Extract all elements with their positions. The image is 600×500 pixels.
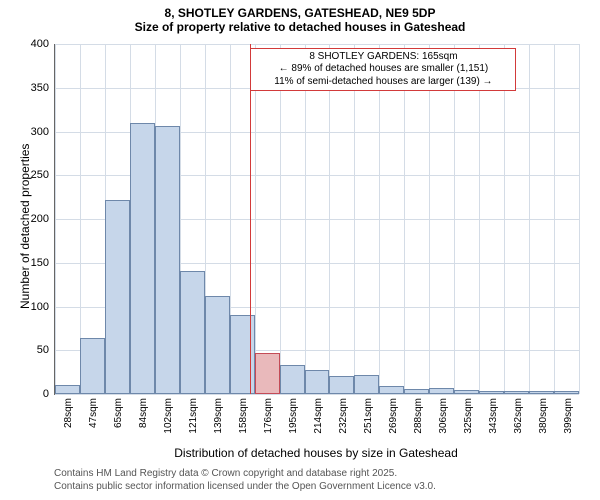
- gridline-v: [529, 44, 530, 394]
- gridline-h: [55, 44, 579, 45]
- gridline-v: [579, 44, 580, 394]
- annotation-line: ← 89% of detached houses are smaller (1,…: [257, 63, 509, 76]
- x-axis-label: Distribution of detached houses by size …: [54, 446, 578, 460]
- bar: [479, 391, 504, 395]
- bar: [329, 376, 354, 394]
- plot-area: 05010015020025030035040028sqm47sqm65sqm8…: [54, 44, 579, 395]
- y-tick-label: 400: [31, 38, 49, 50]
- bar: [554, 391, 579, 394]
- annotation-line: 11% of semi-detached houses are larger (…: [257, 76, 509, 89]
- bar: [205, 296, 230, 394]
- y-tick-label: 350: [31, 82, 49, 94]
- bar: [379, 386, 404, 394]
- gridline-v: [404, 44, 405, 394]
- bar: [155, 126, 180, 394]
- y-tick-label: 250: [31, 169, 49, 181]
- gridline-v: [354, 44, 355, 394]
- footer-line-2: Contains public sector information licen…: [54, 481, 436, 492]
- title-block: 8, SHOTLEY GARDENS, GATESHEAD, NE9 5DP S…: [0, 0, 600, 34]
- bar: [280, 365, 305, 394]
- bar: [80, 338, 105, 394]
- bar: [180, 271, 205, 394]
- chart-container: 8, SHOTLEY GARDENS, GATESHEAD, NE9 5DP S…: [0, 0, 600, 500]
- y-tick-label: 0: [43, 388, 49, 400]
- gridline-v: [379, 44, 380, 394]
- marker-line: [250, 44, 251, 394]
- y-tick-label: 100: [31, 301, 49, 313]
- y-tick-label: 200: [31, 213, 49, 225]
- bar: [305, 370, 330, 394]
- gridline-v: [55, 44, 56, 394]
- gridline-v: [280, 44, 281, 394]
- chart-title: 8, SHOTLEY GARDENS, GATESHEAD, NE9 5DP: [0, 6, 600, 20]
- bar: [454, 390, 479, 394]
- bar: [130, 123, 155, 394]
- y-tick-label: 50: [37, 344, 49, 356]
- bar: [504, 391, 529, 394]
- bar: [404, 389, 429, 394]
- bar-highlight: [255, 353, 280, 394]
- gridline-v: [255, 44, 256, 394]
- bar: [105, 200, 130, 394]
- gridline-v: [554, 44, 555, 394]
- gridline-v: [329, 44, 330, 394]
- bar: [55, 385, 80, 394]
- footer-line-1: Contains HM Land Registry data © Crown c…: [54, 468, 397, 479]
- y-tick-label: 150: [31, 257, 49, 269]
- gridline-v: [504, 44, 505, 394]
- y-tick-label: 300: [31, 126, 49, 138]
- bar: [429, 388, 454, 394]
- annotation-line: 8 SHOTLEY GARDENS: 165sqm: [257, 51, 509, 64]
- gridline-v: [479, 44, 480, 394]
- gridline-v: [429, 44, 430, 394]
- annotation-box: 8 SHOTLEY GARDENS: 165sqm← 89% of detach…: [250, 48, 516, 92]
- gridline-v: [305, 44, 306, 394]
- bar: [529, 391, 554, 394]
- chart-subtitle: Size of property relative to detached ho…: [0, 20, 600, 34]
- gridline-v: [454, 44, 455, 394]
- bar: [354, 375, 379, 394]
